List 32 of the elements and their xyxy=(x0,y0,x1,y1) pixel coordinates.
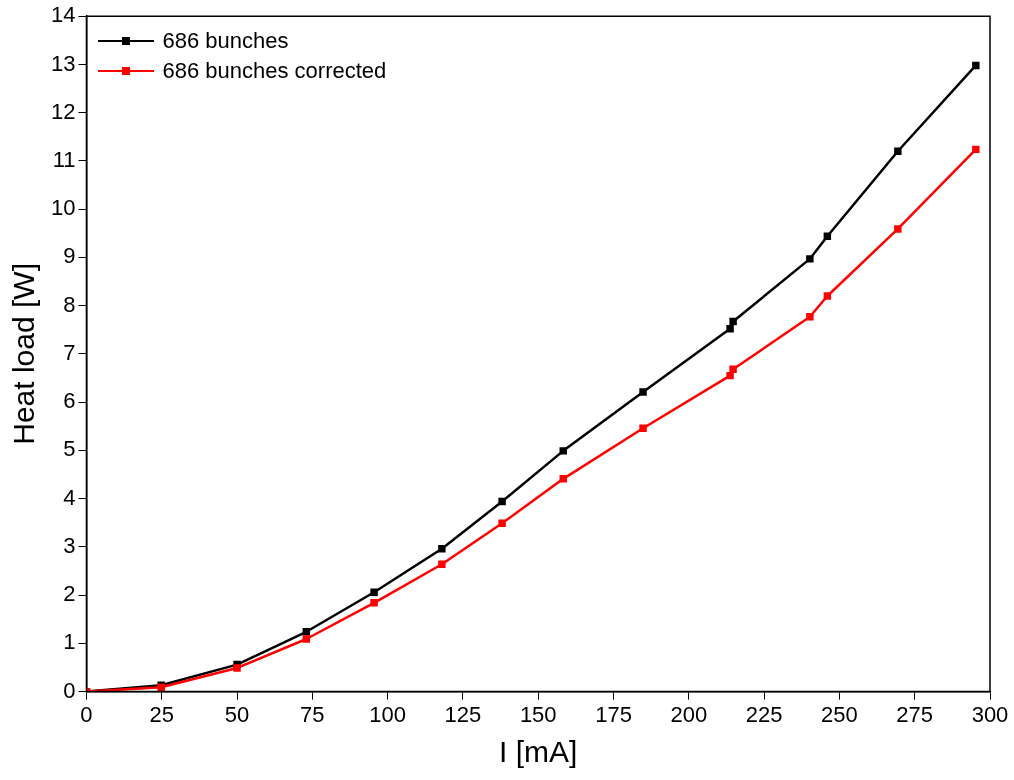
x-tick-label: 300 xyxy=(971,701,1009,727)
x-tick-label: 225 xyxy=(745,701,783,727)
y-tick-label: 7 xyxy=(63,339,76,365)
y-tick-label: 11 xyxy=(52,146,76,172)
x-tick-label: 275 xyxy=(896,701,934,727)
y-tick-label: 9 xyxy=(63,243,76,269)
y-tick-label: 4 xyxy=(63,484,76,510)
y-tick-label: 13 xyxy=(50,50,76,76)
y-tick-label: 6 xyxy=(63,388,76,414)
x-axis-title: I [mA] xyxy=(499,735,578,769)
y-tick-label: 10 xyxy=(50,195,76,221)
y-tick-label: 3 xyxy=(63,532,76,558)
y-tick-label: 14 xyxy=(50,2,76,28)
x-tick-label: 0 xyxy=(80,701,93,727)
x-tick-label: 25 xyxy=(149,701,175,727)
x-tick-label: 100 xyxy=(369,701,407,727)
legend-label: 686 bunches xyxy=(162,27,289,56)
legend-label: 686 bunches corrected xyxy=(162,57,387,86)
x-tick-label: 200 xyxy=(670,701,708,727)
x-tick-label: 75 xyxy=(300,701,325,727)
y-axis-title: Heat load [W] xyxy=(7,263,41,445)
y-tick-label: 0 xyxy=(63,677,76,703)
y-tick-label: 2 xyxy=(63,581,76,607)
x-tick-label: 125 xyxy=(444,701,482,727)
y-tick-label: 8 xyxy=(63,291,76,317)
x-tick-label: 250 xyxy=(821,701,858,727)
y-tick-label: 5 xyxy=(63,436,76,462)
y-tick-label: 1 xyxy=(63,629,76,655)
y-tick-label: 12 xyxy=(50,98,76,124)
x-tick-label: 150 xyxy=(519,701,557,727)
x-tick-label: 175 xyxy=(595,701,632,727)
x-tick-label: 50 xyxy=(224,701,250,727)
